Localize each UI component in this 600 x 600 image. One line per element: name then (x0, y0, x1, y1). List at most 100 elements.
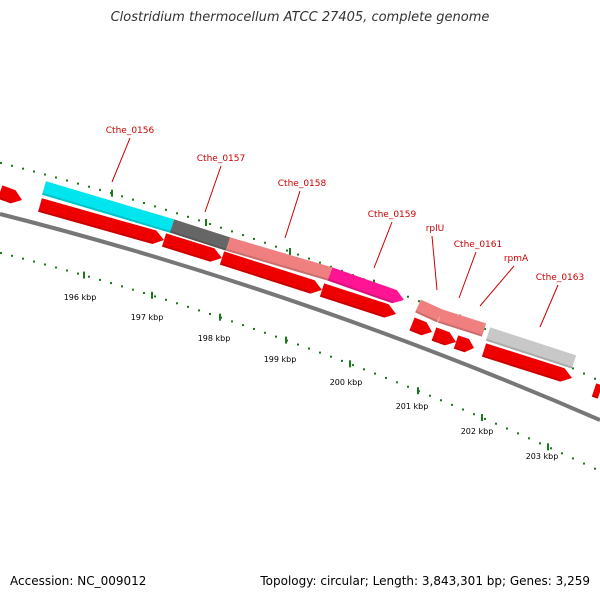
major-tick (285, 336, 287, 344)
tick-dot (275, 245, 277, 248)
tick-dot (308, 257, 310, 260)
tick-dot (528, 437, 530, 440)
tick-dot (220, 226, 222, 229)
feature-lanes (0, 181, 600, 399)
label-leader-line (284, 190, 301, 239)
major-tick (481, 414, 483, 422)
tick-dot (429, 394, 431, 397)
gene-label: rplU (426, 224, 445, 234)
tick-dot (363, 368, 365, 371)
tick-dot (319, 261, 321, 264)
tick-dot (572, 457, 574, 460)
tick-dot (165, 208, 167, 211)
tick-dot (407, 295, 409, 298)
major-tick (111, 189, 113, 197)
tick-dot (44, 173, 46, 176)
kbp-label: 197 kbp (131, 313, 164, 322)
tick-dot (11, 164, 13, 167)
tick-dot (209, 313, 211, 316)
tick-dot (572, 367, 574, 370)
tick-dot (396, 381, 398, 384)
cds-arrow (453, 335, 474, 353)
tick-dot (517, 432, 519, 435)
gene-cthe-0161 (437, 309, 487, 337)
major-tick (349, 360, 351, 368)
tick-dot (132, 198, 134, 201)
gene-rplu (415, 299, 443, 323)
tick-dot (132, 288, 134, 291)
tick-dot (330, 265, 332, 268)
cds-arrow (481, 343, 572, 382)
kbp-label: 202 kbp (461, 427, 494, 436)
tick-dot (198, 219, 200, 222)
cds-offscreen-right (591, 383, 600, 399)
cds-offscreen-left (0, 185, 22, 204)
tick-dot (33, 260, 35, 263)
kbp-label: 200 kbp (330, 378, 363, 387)
tick-dot (55, 266, 57, 269)
tick-dot (308, 347, 310, 350)
tick-dot (198, 309, 200, 312)
tick-dot (374, 372, 376, 375)
tick-dot (143, 202, 145, 205)
tick-dot (99, 188, 101, 191)
tick-dot (594, 467, 596, 470)
tick-dot (165, 298, 167, 301)
tick-dot (176, 302, 178, 305)
kbp-label: 198 kbp (198, 334, 231, 343)
accession-value: NC_009012 (77, 574, 147, 588)
tick-dot (495, 422, 497, 425)
tick-dot (66, 179, 68, 182)
gene-label: Cthe_0156 (106, 126, 155, 136)
tick-dot (0, 252, 2, 254)
gene-cthe-0157 (169, 219, 231, 251)
tick-dot (187, 305, 189, 308)
tick-dot (231, 320, 233, 323)
tick-dot (154, 205, 156, 208)
major-tick (205, 219, 207, 227)
cds-arrow (409, 317, 432, 336)
tick-dot (242, 234, 244, 237)
accession-info: Accession: NC_009012 (10, 574, 146, 588)
genome-backbone (0, 212, 600, 422)
major-tick (151, 291, 153, 299)
tick-dot (484, 327, 486, 330)
tick-dot (418, 300, 420, 303)
cds-arrow (319, 283, 397, 318)
tick-dot (561, 452, 563, 455)
gene-label: Cthe_0161 (454, 240, 502, 250)
tick-dot (99, 278, 101, 281)
tick-dot (440, 399, 442, 402)
map-title: Clostridium thermocellum ATCC 27405, com… (110, 10, 490, 25)
cds-arrow (38, 198, 164, 245)
gene-label: Cthe_0163 (536, 273, 584, 283)
major-tick (83, 271, 85, 279)
tick-dot (231, 230, 233, 233)
label-leader-line (479, 265, 515, 307)
tick-dot (0, 162, 2, 164)
kbp-labels: 196 kbp 197 kbp 198 kbp 199 kbp 200 kbp 201 k… (64, 293, 559, 461)
gene-cthe-0156 (42, 181, 174, 233)
tick-dot (583, 462, 585, 465)
kbp-label: 199 kbp (264, 355, 297, 364)
tick-dot (154, 295, 156, 298)
tick-dot (275, 335, 277, 338)
tick-dot (121, 195, 123, 198)
cds-arrow (431, 327, 456, 346)
topology-info: Topology: circular; Length: 3,843,301 bp… (260, 574, 590, 588)
tick-dot (583, 372, 585, 375)
tick-dot (352, 364, 354, 367)
gene-label: rpmA (504, 254, 529, 264)
tick-dot (110, 282, 112, 285)
tick-dot (297, 253, 299, 256)
tick-dot (539, 442, 541, 445)
label-leader-line (373, 221, 393, 269)
major-tick (547, 443, 549, 451)
kbp-label: 201 kbp (396, 402, 429, 411)
label-leader-line (431, 235, 438, 291)
tick-dot (143, 292, 145, 295)
tick-dot (462, 408, 464, 411)
tick-dot (22, 257, 24, 260)
tick-dot (176, 212, 178, 215)
